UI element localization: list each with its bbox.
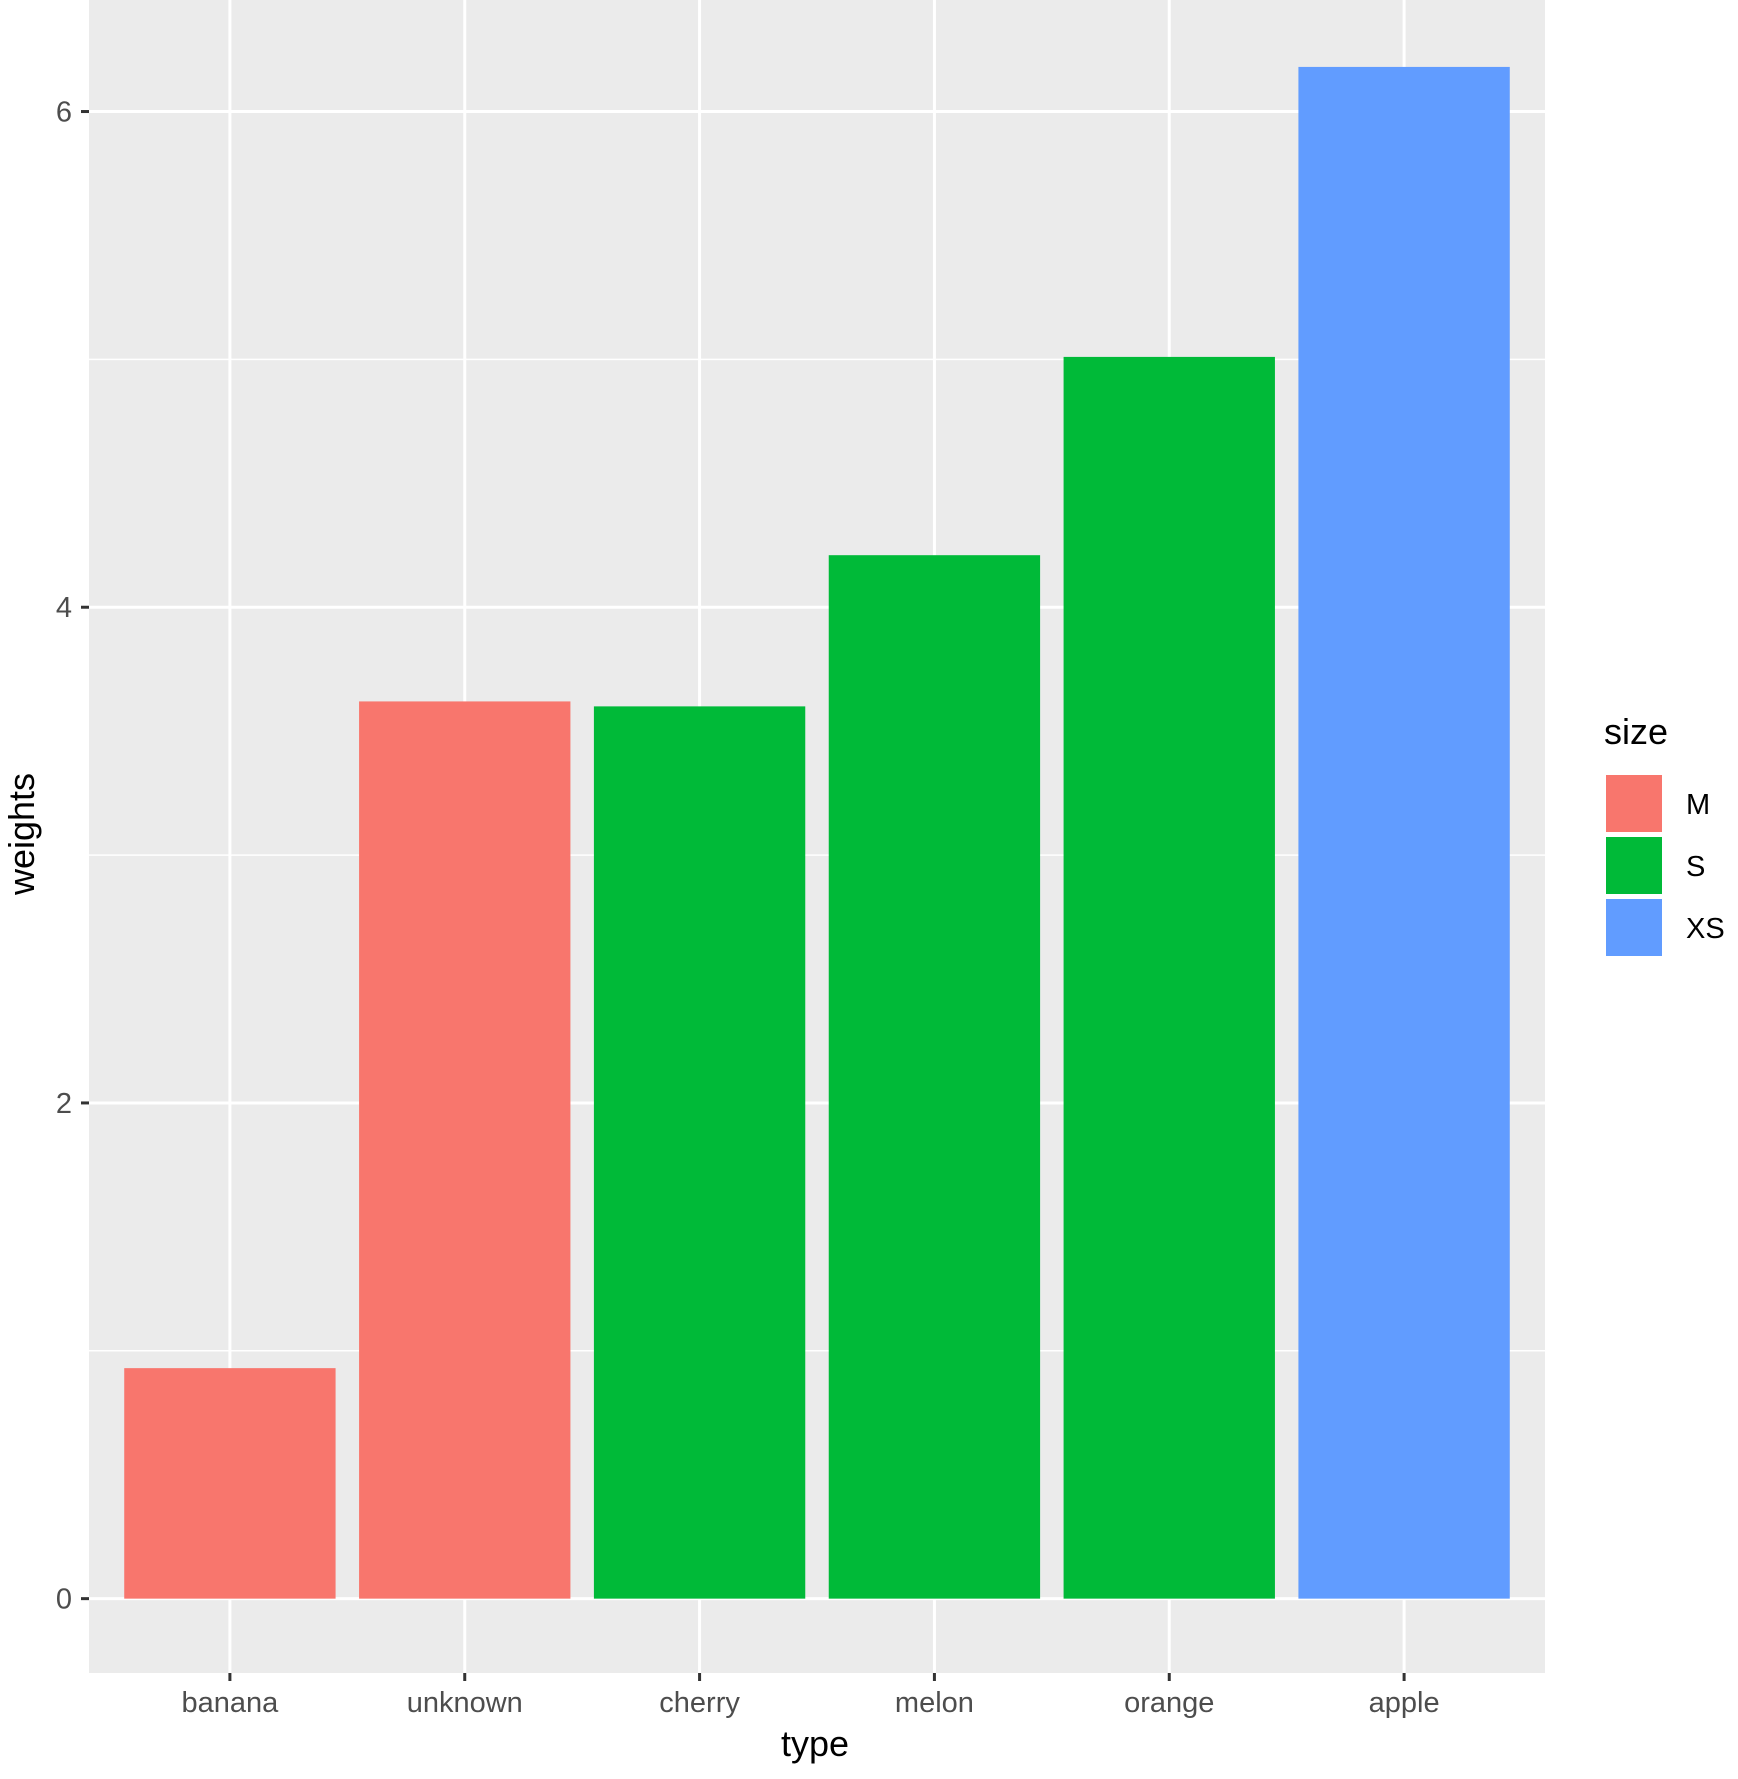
x-tick-label-banana: banana	[182, 1687, 280, 1719]
y-tick-label: 2	[56, 1088, 72, 1120]
legend-key-XS	[1606, 899, 1662, 956]
legend-label-XS: XS	[1686, 913, 1725, 945]
legend-label-S: S	[1686, 851, 1705, 883]
legend-key-M	[1606, 775, 1662, 832]
bar-melon	[828, 555, 1041, 1599]
bar-orange	[1063, 356, 1275, 1599]
legend: size MS XS	[1604, 711, 1725, 956]
x-axis-title: type	[781, 1723, 849, 1764]
bar-apple	[1298, 66, 1510, 1599]
x-tick-label-cherry: cherry	[659, 1687, 740, 1719]
x-tick-label-unknown: unknown	[407, 1687, 523, 1719]
bar-unknown	[359, 701, 571, 1599]
y-axis: 0 2 4 6	[56, 97, 89, 1616]
x-tick-label-apple: apple	[1369, 1687, 1440, 1719]
y-tick-label: 6	[56, 97, 72, 129]
x-axis: banana unknown cherry melon orange apple	[182, 1673, 1440, 1719]
bars	[124, 66, 1510, 1599]
x-tick-label-orange: orange	[1124, 1687, 1214, 1719]
legend-title: size	[1604, 711, 1668, 752]
y-axis-title: weights	[1, 773, 42, 896]
bar-banana	[124, 1368, 336, 1599]
legend-key-S	[1606, 837, 1662, 894]
y-tick-label: 0	[56, 1584, 72, 1616]
y-tick-label: 4	[56, 592, 72, 624]
legend-label-M: M	[1686, 789, 1710, 821]
bar-cherry	[593, 706, 806, 1599]
x-tick-label-melon: melon	[895, 1687, 974, 1719]
